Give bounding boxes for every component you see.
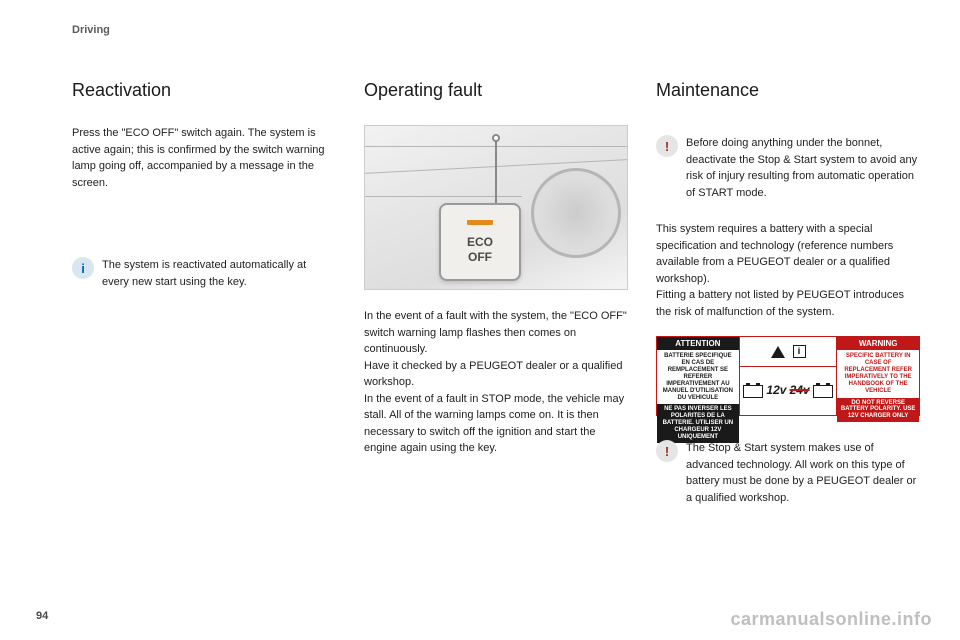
battery-icon — [813, 385, 833, 398]
eco-off-switch: ECO OFF — [439, 203, 521, 281]
battery-label-en: WARNING SPECIFIC BATTERY IN CASE OF REPL… — [837, 337, 919, 415]
triangle-icon — [771, 346, 785, 358]
warning-box-bonnet: ! Before doing anything under the bonnet… — [656, 135, 920, 201]
battery-label-fr: ATTENTION BATTERIE SPECIFIQUE EN CAS DE … — [657, 337, 739, 415]
warning-text-technology: The Stop & Start system makes use of adv… — [686, 440, 920, 506]
column-operating-fault: Operating fault ECO OFF In the event of … — [364, 80, 628, 516]
label-attention: ATTENTION — [657, 337, 739, 350]
info-text: The system is reactivated automatically … — [102, 257, 336, 290]
voltage-24v-crossed: 24v — [790, 384, 810, 398]
eco-label: ECO OFF — [467, 235, 493, 264]
maintenance-body: This system requires a battery with a sp… — [656, 221, 920, 320]
info-icon: i — [72, 257, 94, 279]
column-maintenance: Maintenance ! Before doing anything unde… — [656, 80, 920, 516]
heading-maintenance: Maintenance — [656, 80, 920, 101]
label-fr-body: BATTERIE SPECIFIQUE EN CAS DE REMPLACEME… — [657, 350, 739, 404]
steering-wheel-icon — [531, 168, 621, 258]
info-box-reactivation: i The system is reactivated automaticall… — [72, 257, 336, 290]
info-square-icon: i — [793, 345, 806, 358]
label-en-foot: DO NOT REVERSE BATTERY POLARITY. USE 12V… — [837, 398, 919, 423]
battery-warning-label: ATTENTION BATTERIE SPECIFIQUE EN CAS DE … — [656, 336, 920, 416]
warning-icon: ! — [656, 440, 678, 462]
voltage-12v: 12v — [766, 384, 786, 398]
content-columns: Reactivation Press the "ECO OFF" switch … — [72, 80, 920, 516]
reactivation-body: Press the "ECO OFF" switch again. The sy… — [72, 125, 336, 191]
eco-led-icon — [467, 220, 493, 225]
label-en-body: SPECIFIC BATTERY IN CASE OF REPLACEMENT … — [837, 350, 919, 397]
watermark: carmanualsonline.info — [730, 609, 932, 630]
label-warning: WARNING — [837, 337, 919, 350]
battery-label-mid: i 12v 24v — [739, 337, 838, 415]
label-fr-foot: NE PAS INVERSER LES POLARITES DE LA BATT… — [657, 404, 739, 442]
heading-reactivation: Reactivation — [72, 80, 336, 101]
warning-icon: ! — [656, 135, 678, 157]
warning-text-bonnet: Before doing anything under the bonnet, … — [686, 135, 920, 201]
section-header: Driving — [72, 24, 110, 36]
heading-operating-fault: Operating fault — [364, 80, 628, 101]
page-number: 94 — [36, 610, 48, 622]
battery-icon — [743, 385, 763, 398]
column-reactivation: Reactivation Press the "ECO OFF" switch … — [72, 80, 336, 516]
operating-fault-body: In the event of a fault with the system,… — [364, 308, 628, 457]
warning-box-technology: ! The Stop & Start system makes use of a… — [656, 440, 920, 506]
eco-off-illustration: ECO OFF — [364, 125, 628, 290]
